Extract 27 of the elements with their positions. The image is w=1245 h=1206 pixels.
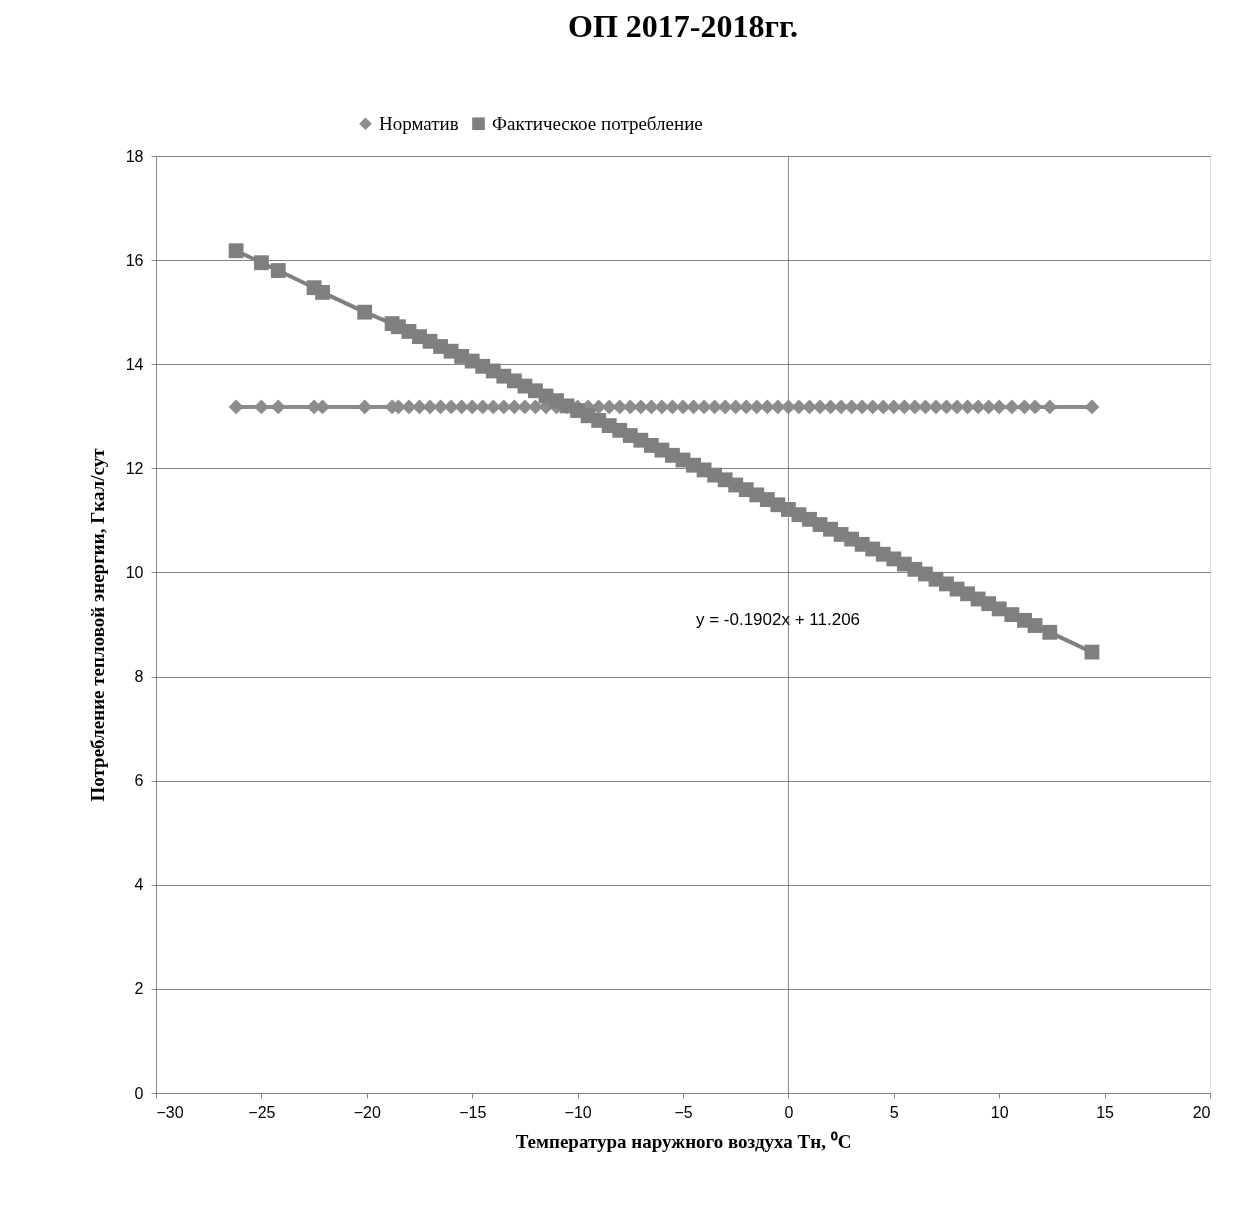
y-tick-label: 10: [125, 563, 144, 581]
x-axis-title: Температура наружного воздуха Тн, ⁰С: [515, 1130, 852, 1152]
x-tick-label: 10: [990, 1103, 1009, 1121]
legend-label: Норматив: [379, 112, 459, 134]
x-tick-label: 5: [889, 1103, 899, 1121]
annotation: y = -0.1902x + 11.206: [695, 610, 861, 629]
y-tick-label: 12: [125, 459, 144, 477]
y-tick-label: 16: [125, 251, 144, 269]
y-tick-label: 0: [134, 1084, 144, 1102]
x-tick-label: −15: [459, 1103, 487, 1121]
x-tick-label: −25: [248, 1103, 276, 1121]
y-tick-label: 14: [125, 355, 144, 373]
x-tick-label: −10: [564, 1103, 592, 1121]
legend-label: Фактическое потребление: [492, 112, 703, 134]
x-tick-label: 15: [1096, 1103, 1115, 1121]
y-tick-label: 4: [134, 876, 144, 894]
y-tick-label: 8: [134, 668, 144, 686]
y-tick-label: 6: [134, 772, 144, 790]
x-tick-label: −30: [156, 1103, 184, 1121]
y-tick-label: 18: [125, 147, 144, 165]
y-tick-label: 2: [134, 980, 144, 998]
chart-title: ОП 2017-2018гг.: [568, 8, 798, 44]
x-tick-label: 20: [1192, 1103, 1211, 1121]
x-tick-label: 0: [784, 1103, 794, 1121]
x-tick-label: −20: [353, 1103, 381, 1121]
x-tick-label: −5: [674, 1103, 693, 1121]
y-axis-title: Потребление тепловой энергии, Гкал/сут: [86, 447, 108, 802]
